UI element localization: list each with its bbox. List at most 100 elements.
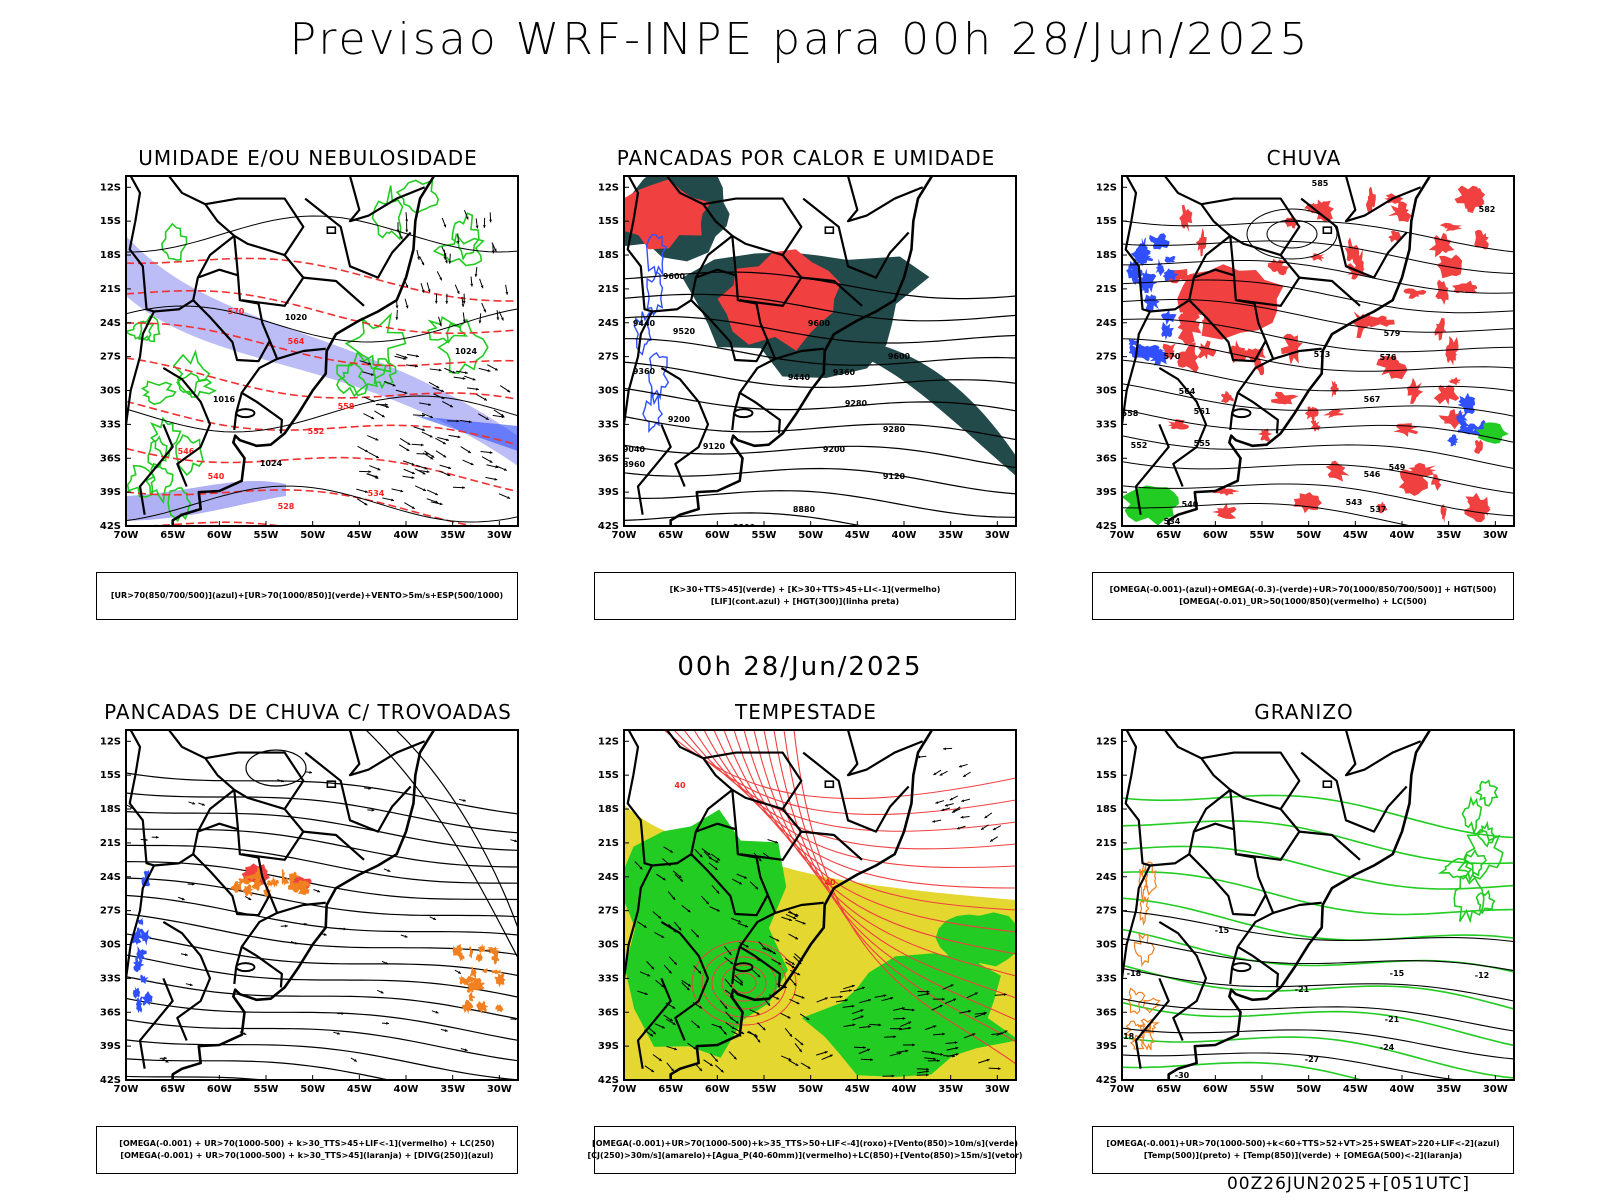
contour-value-label: 9440 xyxy=(633,319,656,328)
contour-value-label: -27 xyxy=(1305,1055,1319,1064)
wind-vector-head xyxy=(370,373,374,376)
wind-vector-head xyxy=(500,413,504,417)
hgt300-contour xyxy=(624,467,1016,495)
map-canvas: -15 -15 -21 -21 -24 -27 -30 -12 -18 -18 12S 15S 18S 2… xyxy=(1096,729,1515,1095)
rain-green-area xyxy=(1475,422,1509,444)
rain-blue-cell xyxy=(1148,348,1168,366)
wind-vector-head xyxy=(926,1070,929,1073)
wind-vector-head xyxy=(699,854,703,858)
country-border xyxy=(1229,788,1281,811)
country-border xyxy=(694,788,733,833)
wind-vector-head xyxy=(489,219,492,223)
wind-vector-head xyxy=(441,389,445,393)
wind-vector-head xyxy=(434,492,438,496)
wind-vector-head xyxy=(452,370,456,374)
humidity-green-contour xyxy=(427,316,469,344)
lc850-streamline xyxy=(753,730,1016,977)
wind-vector-head xyxy=(422,488,426,492)
wind-vector-head xyxy=(368,362,372,365)
contour-value-label: 9120 xyxy=(883,472,906,481)
wind-vector-head xyxy=(741,1031,745,1034)
hgt500-contour xyxy=(1122,383,1514,417)
lat-tick-label: 27S xyxy=(1096,906,1117,917)
rain-red-cell xyxy=(1179,204,1193,232)
humidity-green-contour xyxy=(176,372,218,398)
lat-tick-label: 21S xyxy=(598,284,619,295)
hgt300-contour xyxy=(624,387,1016,412)
wind-vector-head xyxy=(745,944,749,948)
thickness-contour-red xyxy=(126,289,518,335)
rain-red-cell xyxy=(1393,423,1419,437)
wind-vector-head xyxy=(686,987,690,991)
wind-vector-head xyxy=(735,1020,739,1024)
federal-district-outline xyxy=(1322,780,1333,788)
map-content: 1016 1020 1024 1024 570 564 558 552 546 540 534 528 xyxy=(126,176,518,526)
map-canvas: 9600 9520 9440 9360 9360 9280 9200 9200 9120 9120… xyxy=(598,175,1017,541)
streamline-curve xyxy=(395,730,518,929)
streamline xyxy=(126,913,518,956)
panel-title: PANCADAS POR CALOR E UMIDADE xyxy=(616,146,996,170)
wind-vector-head xyxy=(950,984,954,987)
wind-vector-head xyxy=(422,471,426,475)
wind-vector-head xyxy=(949,797,953,801)
temp500-contour xyxy=(1122,967,1514,1002)
rain-blue-cell xyxy=(1143,294,1160,313)
temp850-contour xyxy=(1463,828,1504,880)
wind-vector-head xyxy=(848,989,852,993)
lat-tick-label: 12S xyxy=(598,736,619,747)
lat-tick-label: 42S xyxy=(598,1075,619,1086)
lc850-streamline xyxy=(683,730,1016,832)
country-border xyxy=(774,347,824,360)
map-umidade: 1016 1020 1024 1024 570 564 558 552 546 540 534 528… xyxy=(96,174,520,552)
country-border xyxy=(1272,901,1322,914)
streamline-arrow-head xyxy=(380,990,384,994)
wind-vector-head xyxy=(851,984,855,988)
page-title: Previsao WRF-INPE para 00h 28/Jun/2025 xyxy=(289,14,1311,65)
legend-box: [OMEGA(-0.001)-(azul)+OMEGA(-0.3)-(verde… xyxy=(1092,572,1514,620)
wind-vector-head xyxy=(715,860,719,863)
wind-vector-head xyxy=(476,387,479,391)
lc850-streamline xyxy=(793,730,1016,1065)
lat-tick-label: 33S xyxy=(598,973,619,984)
wind-vector-head xyxy=(716,908,720,912)
rain-red-cell xyxy=(1293,492,1322,514)
thunderstorm-orange-cell xyxy=(282,877,289,886)
map-pancadas-calor: 9600 9520 9440 9360 9360 9280 9200 9200 9120 9120… xyxy=(594,174,1018,552)
wind-vector-head xyxy=(456,419,460,423)
country-border xyxy=(1134,977,1170,1069)
wind-vector-head xyxy=(902,1017,906,1020)
wind-vector-head xyxy=(405,305,409,309)
country-border xyxy=(348,730,426,777)
wind-vector-head xyxy=(669,1018,673,1022)
wind-vector-head xyxy=(465,216,469,220)
lon-tick-label: 40W xyxy=(1390,1084,1415,1095)
hgt500-contour xyxy=(1122,240,1514,274)
lc850-cyclone xyxy=(711,956,777,1010)
wind-vector-head xyxy=(434,300,438,304)
country-border xyxy=(802,751,910,833)
wind-vector-head xyxy=(932,819,936,823)
wind-vector-head xyxy=(651,1069,654,1073)
wind-vector-head xyxy=(424,466,428,470)
rain-red-cell xyxy=(1309,253,1325,262)
country-border xyxy=(660,366,710,487)
wind-vector-head xyxy=(421,262,425,266)
lon-tick-label: 60W xyxy=(1203,530,1228,541)
humidity-green-contour xyxy=(137,315,161,343)
streamline-arrow-head xyxy=(165,1059,169,1063)
contour-value-label: 1024 xyxy=(455,347,478,356)
wind-vector-head xyxy=(937,1059,940,1063)
lat-tick-label: 33S xyxy=(100,973,121,984)
legend-line: [UR>70(850/700/500)](azul)+[UR>70(1000/8… xyxy=(110,591,504,600)
streamline-arrow-head xyxy=(184,953,188,957)
contour-value-label: 582 xyxy=(1479,205,1496,214)
streamline-arrow-head xyxy=(156,835,159,839)
contour-value-label: 8880 xyxy=(793,505,816,514)
lon-tick-label: 30W xyxy=(1483,1084,1508,1095)
contour-value-label: 528 xyxy=(278,502,295,511)
country-border xyxy=(651,822,737,867)
lon-tick-label: 55W xyxy=(752,1084,777,1095)
lat-tick-label: 24S xyxy=(1096,318,1117,329)
